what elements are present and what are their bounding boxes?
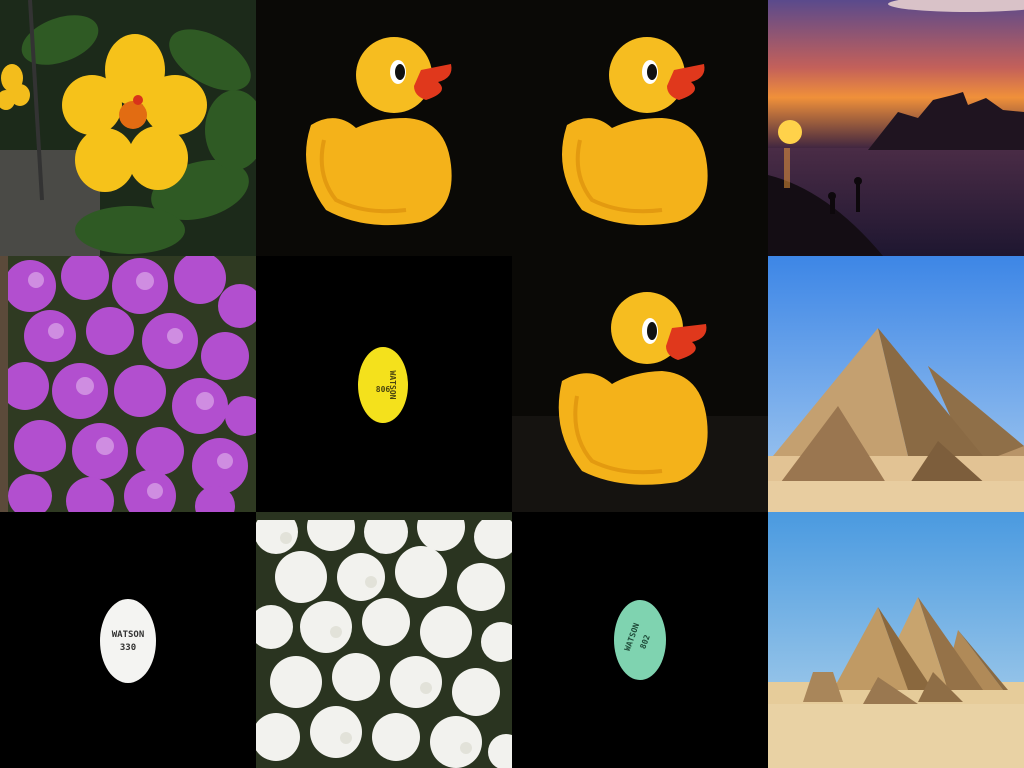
white-pill-image: WATSON 330 <box>0 512 256 768</box>
yellow-pill <box>358 347 408 423</box>
tile-sunset[interactable] <box>768 0 1024 256</box>
tile-pyramids-2[interactable] <box>768 512 1024 768</box>
green-pill <box>614 600 666 680</box>
pyramids-image <box>768 512 1024 768</box>
pill-imprint-line1: WATSON <box>388 371 397 400</box>
duck-2 <box>562 37 708 226</box>
tile-duck-1[interactable] <box>256 0 512 256</box>
tile-purple-flowers[interactable] <box>0 256 256 512</box>
white-pill <box>100 599 156 683</box>
green-pill-image: WATSON 802 <box>512 512 768 768</box>
tile-duck-2[interactable] <box>512 0 768 256</box>
rubber-duck-image <box>512 0 768 256</box>
tile-yellow-pill[interactable]: WATSON 806 <box>256 256 512 512</box>
tile-pyramids-1[interactable] <box>768 256 1024 512</box>
pill-imprint-line2: 330 <box>120 643 136 653</box>
tile-white-flowers[interactable] <box>256 512 512 768</box>
tile-hibiscus[interactable] <box>0 0 256 256</box>
rubber-duck-image <box>256 0 512 256</box>
tile-duck-3[interactable] <box>512 256 768 512</box>
white-flowers-image <box>256 512 512 768</box>
purple-flowers-image <box>0 256 256 512</box>
hibiscus-image <box>0 0 256 256</box>
pill-imprint-line1: WATSON <box>112 630 145 640</box>
duck-1 <box>306 37 452 226</box>
rubber-duck-image <box>512 256 768 512</box>
sunset-image <box>768 0 1024 256</box>
duck-3 <box>558 292 708 485</box>
pyramids-image <box>768 256 1024 512</box>
tile-green-pill[interactable]: WATSON 802 <box>512 512 768 768</box>
pill-imprint-line2: 806 <box>376 385 391 394</box>
tile-white-pill[interactable]: WATSON 330 <box>0 512 256 768</box>
yellow-pill-image: WATSON 806 <box>256 256 512 512</box>
